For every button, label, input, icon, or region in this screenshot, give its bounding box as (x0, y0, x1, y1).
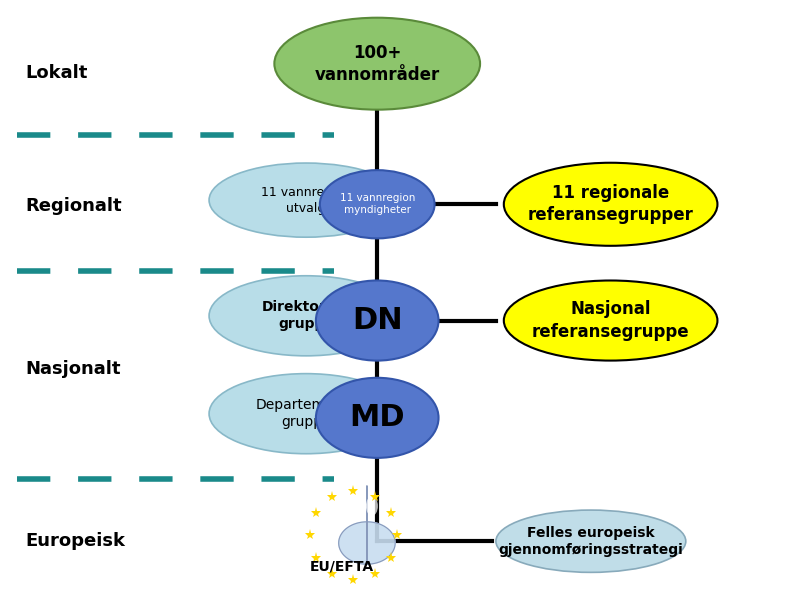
Ellipse shape (209, 276, 403, 356)
Ellipse shape (320, 170, 434, 238)
Text: DN: DN (352, 306, 403, 335)
Text: Nasjonal
referansegruppe: Nasjonal referansegruppe (532, 300, 689, 341)
Text: Regionalt: Regionalt (25, 197, 121, 215)
Ellipse shape (316, 281, 438, 361)
Ellipse shape (504, 163, 718, 246)
Ellipse shape (275, 18, 480, 110)
Text: EU/EFTA: EU/EFTA (310, 560, 374, 574)
Text: 11 vannregion
myndigheter: 11 vannregion myndigheter (340, 193, 415, 216)
Ellipse shape (209, 374, 403, 454)
Text: Europeisk: Europeisk (25, 532, 125, 550)
Text: MD: MD (349, 403, 405, 432)
Ellipse shape (366, 496, 378, 516)
Ellipse shape (504, 281, 718, 361)
Text: Direktorats
gruppe: Direktorats gruppe (261, 300, 351, 331)
Text: Felles europeisk
gjennomføringsstrategi: Felles europeisk gjennomføringsstrategi (499, 526, 683, 557)
Polygon shape (339, 486, 395, 564)
Text: 11 vannregion
utvalg: 11 vannregion utvalg (261, 185, 351, 215)
Text: Departements
gruppe: Departements gruppe (256, 398, 356, 429)
Text: 100+
vannområder: 100+ vannområder (314, 44, 440, 84)
Ellipse shape (316, 378, 438, 458)
Text: Nasjonalt: Nasjonalt (25, 360, 121, 378)
Text: 11 regionale
referansegrupper: 11 regionale referansegrupper (528, 184, 694, 224)
Text: Lokalt: Lokalt (25, 64, 87, 82)
Ellipse shape (209, 163, 403, 237)
Ellipse shape (496, 510, 686, 572)
